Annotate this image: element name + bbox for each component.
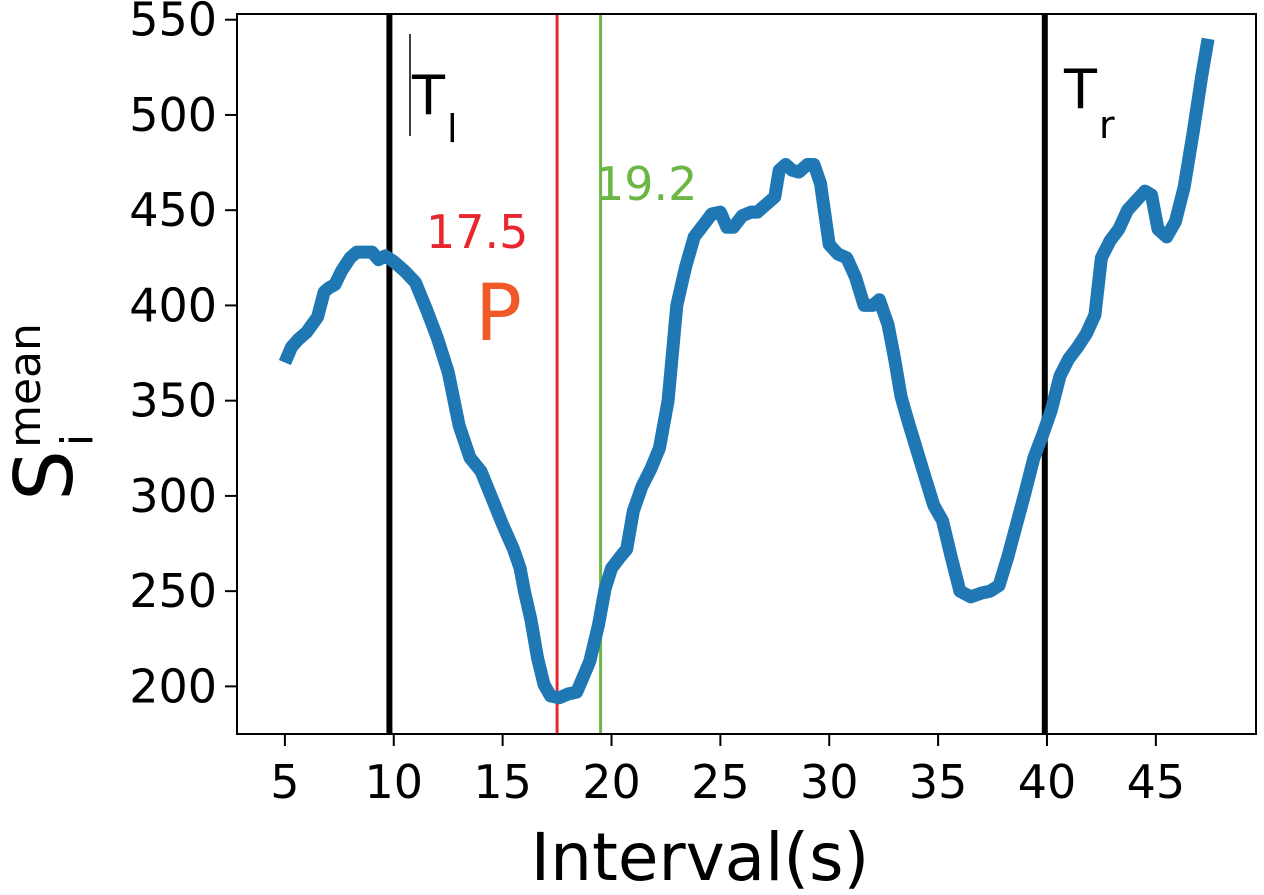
x-tick-label: 30 bbox=[800, 755, 859, 809]
y-axis-label-base: S bbox=[0, 450, 91, 501]
series-line-0 bbox=[278, 37, 1215, 705]
y-tick-label: 450 bbox=[129, 183, 217, 237]
y-tick-label: 350 bbox=[129, 374, 217, 428]
vertical-marker-lines bbox=[386, 15, 1048, 733]
plot-area-frame bbox=[236, 13, 1257, 735]
y-tick-label: 300 bbox=[129, 469, 217, 523]
y-tick-label: 500 bbox=[129, 88, 217, 142]
y-axis-ticks: 200 250 300 350 400 450 500 550 bbox=[129, 0, 237, 713]
x-tick-label: 35 bbox=[909, 755, 968, 809]
t-left-label-base: T bbox=[411, 64, 446, 127]
x-tick-label: 25 bbox=[691, 755, 750, 809]
y-axis-label: Simean bbox=[0, 323, 103, 501]
t-left-label: Tl bbox=[411, 64, 458, 151]
y-tick-label: 200 bbox=[129, 659, 217, 713]
green-line-value-label: 19.2 bbox=[595, 157, 697, 211]
y-axis-label-subscript: i bbox=[52, 434, 103, 446]
x-tick-label: 45 bbox=[1127, 755, 1186, 809]
t-left-label-subscript: l bbox=[447, 107, 458, 151]
series-group bbox=[278, 37, 1215, 705]
red-line-value-label: 17.5 bbox=[426, 205, 528, 259]
t-right-label-base: T bbox=[1063, 58, 1098, 121]
x-tick-label: 10 bbox=[364, 755, 423, 809]
x-axis-label: Interval(s) bbox=[531, 819, 870, 895]
x-tick-label: 40 bbox=[1018, 755, 1077, 809]
y-tick-label: 250 bbox=[129, 564, 217, 618]
y-axis-label-superscript: mean bbox=[0, 323, 51, 448]
x-axis-ticks: 5 10 15 20 25 30 35 40 45 bbox=[270, 734, 1185, 809]
p-label: P bbox=[475, 269, 522, 359]
x-tick-label: 15 bbox=[473, 755, 532, 809]
y-tick-label: 400 bbox=[129, 278, 217, 332]
x-tick-label: 20 bbox=[582, 755, 641, 809]
svg-text:Simean: Simean bbox=[0, 323, 103, 501]
t-right-label: Tr bbox=[1063, 58, 1115, 147]
x-tick-label: 5 bbox=[270, 755, 299, 809]
y-tick-label: 550 bbox=[129, 0, 217, 47]
t-right-label-subscript: r bbox=[1099, 103, 1115, 147]
